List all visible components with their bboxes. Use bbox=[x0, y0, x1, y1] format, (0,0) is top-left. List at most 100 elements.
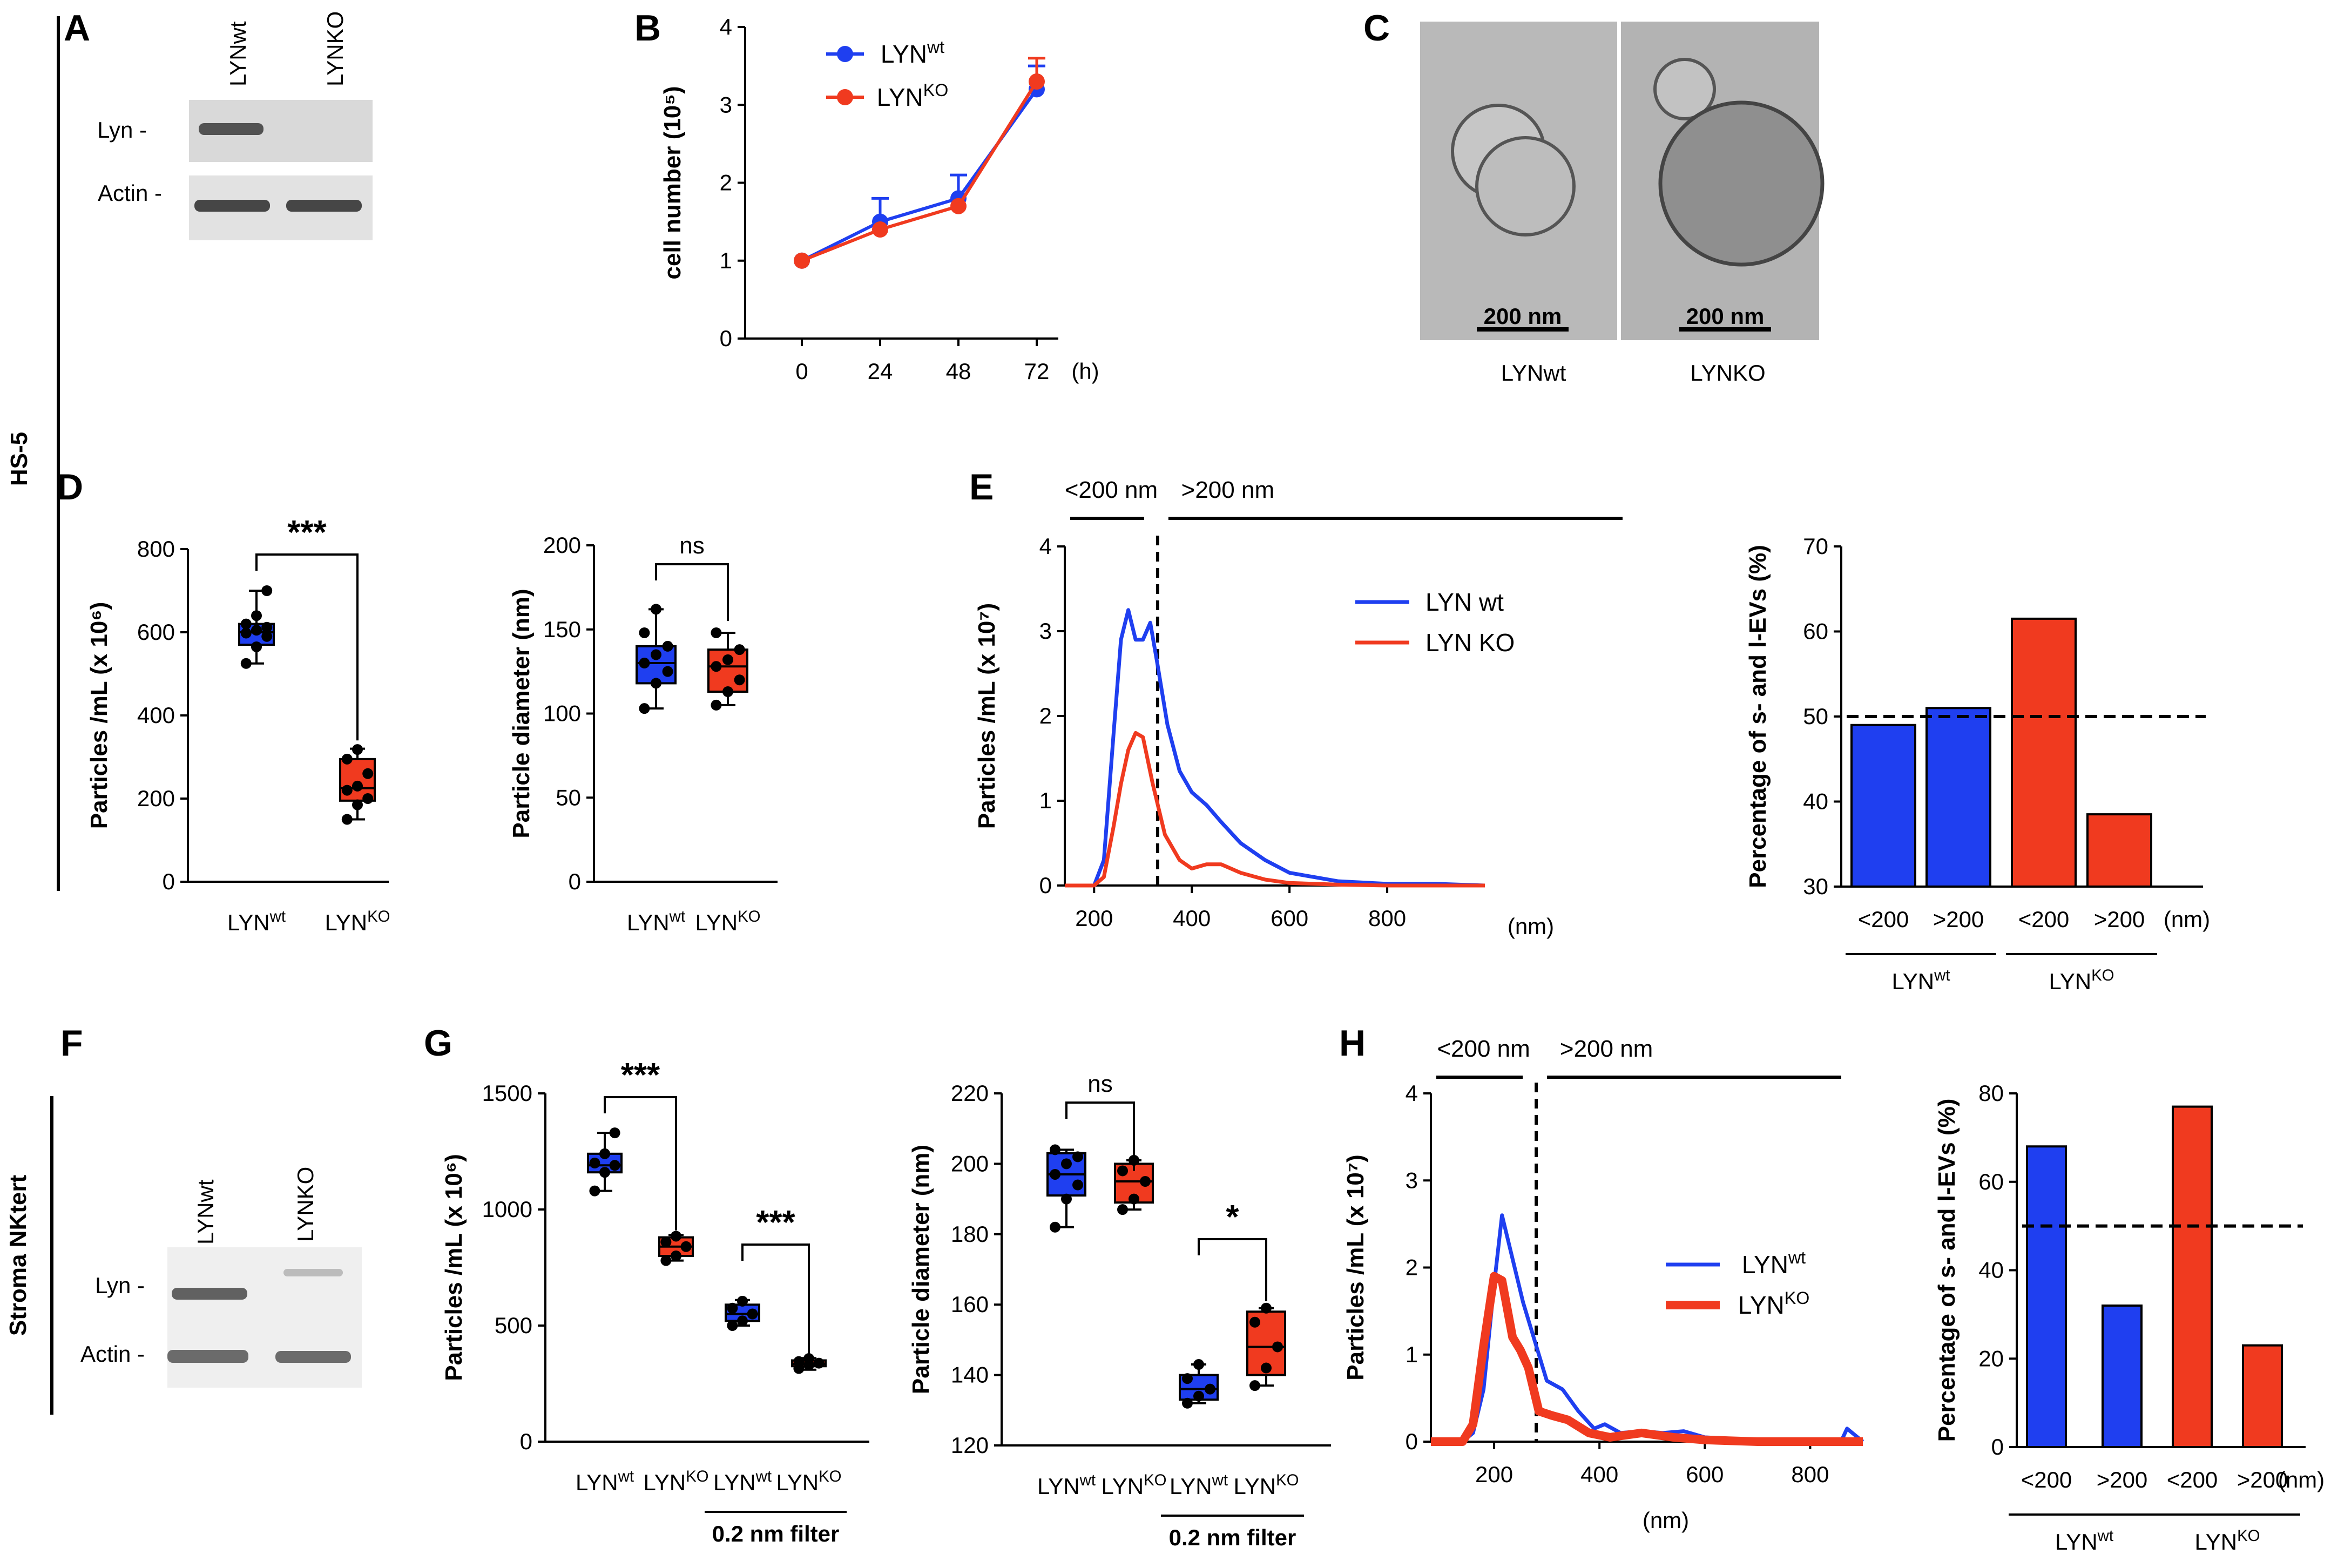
g1-data-point bbox=[609, 1160, 620, 1171]
chart-b-growth: 0 1 2 3 4 cell number (10⁵) 0 24 48 72 (h) LYNwt LYN… bbox=[659, 14, 1099, 384]
g2-y-tick-label: 120 bbox=[951, 1432, 989, 1458]
d1-data-point bbox=[261, 631, 273, 642]
g2-y-tick-label: 180 bbox=[951, 1221, 989, 1247]
d2-x-label: LYNwt bbox=[627, 908, 685, 936]
b-series-line-1 bbox=[801, 80, 1038, 262]
d2-y-tick-label: 0 bbox=[569, 869, 581, 894]
g2-data-point bbox=[1050, 1144, 1060, 1155]
d1-y-label: Particles /mL (x 10⁶) bbox=[86, 602, 112, 829]
band-f-actin-wt bbox=[167, 1350, 248, 1363]
d1-y-tick-label: 600 bbox=[137, 619, 175, 645]
vesicle-ko-1 bbox=[1653, 58, 1716, 120]
e1-x-tick-label: 200 bbox=[1075, 905, 1113, 931]
g2-data-point bbox=[1261, 1302, 1272, 1314]
d2-sig-label: ns bbox=[679, 532, 704, 559]
h1-x-tick-label: 400 bbox=[1580, 1462, 1618, 1487]
g1-data-point bbox=[793, 1356, 805, 1367]
g1-data-point bbox=[747, 1308, 758, 1320]
e1-x-tick-label: 600 bbox=[1271, 905, 1308, 931]
g1-data-point bbox=[660, 1255, 672, 1266]
h2-group-label: LYNwt bbox=[2055, 1527, 2113, 1555]
h2-bar bbox=[2026, 1145, 2067, 1448]
scale-label-wt: 200 nm bbox=[1484, 303, 1562, 329]
h2-x-label: >200 bbox=[2237, 1467, 2288, 1492]
blot-f-area bbox=[167, 1247, 362, 1388]
panel-label-d: D bbox=[57, 467, 83, 508]
g2-x-label: LYNKO bbox=[1101, 1471, 1166, 1499]
g2-sig-bracket bbox=[1065, 1101, 1135, 1171]
h2-y-tick-label: 20 bbox=[1978, 1346, 2004, 1371]
g2-data-point bbox=[1182, 1373, 1193, 1384]
g2-data-point bbox=[1261, 1362, 1272, 1374]
h2-y-tick-label: 0 bbox=[1991, 1434, 2004, 1459]
b-x-tick-label: 24 bbox=[868, 359, 893, 384]
b-series-line-0 bbox=[801, 88, 1038, 262]
d2-data-point bbox=[711, 627, 722, 638]
chart-h-percentage: 0 20 40 60 80 Percentage of s- and l-EVs (%) <… bbox=[1934, 1080, 2325, 1555]
g1-data-point bbox=[599, 1148, 610, 1159]
e1-legend-label: LYN KO bbox=[1425, 628, 1515, 657]
e2-y-label: Percentage of s- and l-EVs (%) bbox=[1745, 545, 1771, 888]
g1-x-label: LYNwt bbox=[713, 1468, 772, 1496]
h2-bar bbox=[2172, 1105, 2213, 1448]
h2-x-label: <200 bbox=[2167, 1467, 2218, 1492]
chart-d-particle-count: 0 200 400 600 800 Particles /mL (x 10⁶) LYNwt L… bbox=[86, 514, 390, 935]
e2-x-label: <200 bbox=[1858, 907, 1909, 932]
d2-data-point bbox=[734, 644, 745, 655]
em-caption-ko: LYNKO bbox=[1690, 360, 1765, 386]
g1-data-point bbox=[813, 1357, 825, 1369]
band-f-actin-ko bbox=[275, 1351, 351, 1363]
g1-x-label: LYNwt bbox=[576, 1468, 634, 1496]
g1-data-point bbox=[737, 1295, 748, 1307]
h2-x-label: >200 bbox=[2097, 1467, 2148, 1492]
vesicle-ko-2 bbox=[1658, 100, 1825, 267]
d1-y-tick-label: 200 bbox=[137, 786, 175, 811]
g1-data-point bbox=[671, 1251, 681, 1261]
blot-row-actin: Actin - bbox=[98, 180, 162, 206]
d2-data-point bbox=[711, 661, 722, 672]
d2-x-label: LYNKO bbox=[695, 908, 760, 936]
band-actin-ko bbox=[286, 200, 362, 212]
g2-data-point bbox=[1193, 1359, 1204, 1370]
panel-label-c: C bbox=[1363, 8, 1390, 49]
g2-data-point bbox=[1050, 1221, 1060, 1233]
g2-y-tick-label: 200 bbox=[951, 1151, 989, 1176]
d1-data-point bbox=[251, 610, 262, 621]
d1-data-point bbox=[261, 621, 273, 633]
h1-series-line-1 bbox=[1431, 1272, 1863, 1446]
g1-y-tick-label: 1500 bbox=[482, 1080, 532, 1106]
e2-bar bbox=[1850, 724, 1916, 888]
g1-y-tick-label: 1000 bbox=[482, 1197, 532, 1222]
g1-y-tick-label: 0 bbox=[520, 1429, 532, 1454]
g2-data-point bbox=[1061, 1158, 1072, 1170]
g1-data-point bbox=[589, 1158, 600, 1168]
d2-data-point bbox=[734, 674, 745, 686]
h1-bin-label-small: <200 nm bbox=[1437, 1036, 1530, 1062]
e1-bin-label-small: <200 nm bbox=[1065, 477, 1158, 503]
d1-sig-label: *** bbox=[287, 514, 327, 551]
d1-data-point bbox=[341, 753, 353, 765]
d1-data-point bbox=[251, 625, 262, 636]
blot-row-lyn: Lyn - bbox=[97, 117, 147, 143]
g2-y-tick-label: 160 bbox=[951, 1292, 989, 1317]
d1-x-label: LYNKO bbox=[325, 908, 390, 936]
b-legend-label: LYNKO bbox=[877, 80, 949, 111]
g1-data-point bbox=[671, 1231, 681, 1242]
g1-data-point bbox=[599, 1167, 610, 1178]
g1-data-point bbox=[727, 1302, 738, 1314]
e1-series-line-0 bbox=[1065, 608, 1485, 888]
d2-data-point bbox=[722, 686, 733, 698]
d1-x-label: LYNwt bbox=[227, 908, 286, 936]
h1-x-tick-label: 800 bbox=[1791, 1462, 1829, 1487]
h2-group-label: LYNKO bbox=[2194, 1527, 2260, 1555]
h1-y-tick-label: 2 bbox=[1406, 1255, 1418, 1280]
e2-x-label: >200 bbox=[2094, 907, 2145, 932]
d1-data-point bbox=[352, 799, 363, 810]
g1-data-point bbox=[737, 1315, 748, 1327]
d1-data-point bbox=[240, 618, 252, 630]
d2-data-point bbox=[651, 678, 661, 689]
e1-series-line-1 bbox=[1065, 731, 1485, 888]
g2-data-point bbox=[1061, 1193, 1072, 1205]
